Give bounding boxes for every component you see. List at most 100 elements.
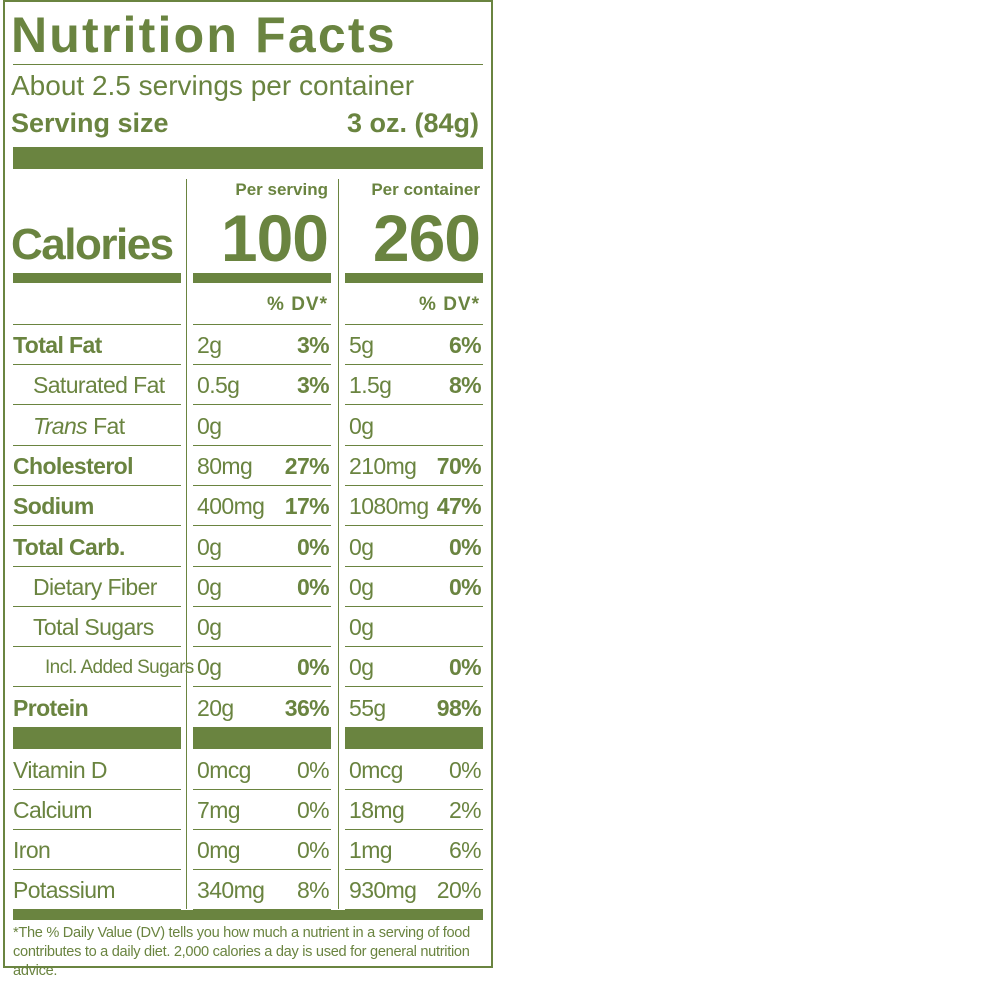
thick-bar [13,147,483,169]
row-cell: 0g [193,406,331,446]
amount: 18mg [349,797,405,823]
row-cell: Saturated Fat [13,365,181,406]
row-cell: 0mg 0% [193,830,331,870]
row-cell: 80mg 27% [193,446,331,486]
amount: 5g [349,332,374,358]
row-cell: 340mg 8% [193,870,331,910]
row-cell: 18mg 2% [345,790,483,830]
row-cell: Calcium [13,790,181,830]
amount: 55g [349,694,386,721]
amount: 80mg [197,452,253,479]
amount: 0g [197,654,222,681]
nutrition-label: Nutrition Facts About 2.5 servings per c… [3,0,493,979]
daily-value: 8% [448,372,482,399]
amount: 0mcg [197,757,251,783]
row-cell: 55g 98% [345,688,483,728]
serving-size-label: Serving size [11,108,169,138]
row-cell: Iron [13,830,181,870]
row-cell: 7mg 0% [193,790,331,830]
serving-size-value: 3 oz. (84g) [346,108,479,138]
nutrient-name: Sodium [13,493,94,520]
row-cell: Incl. Added Sugars [13,647,194,688]
amount: 0g [349,614,374,641]
daily-value: 0% [296,757,330,783]
nutrient-name: Total Fat [13,332,102,358]
daily-value: 27% [284,452,330,479]
row-divider [345,324,483,325]
amount: 0.5g [197,372,240,399]
daily-value: 8% [296,877,330,903]
row-divider [193,324,331,325]
dv-header: % DV* [267,294,328,315]
row-cell: Sodium [13,486,181,527]
amount: 0g [197,412,222,439]
nutrient-name: Trans Fat [33,413,125,440]
row-cell: 0g [345,607,483,648]
calories-label: Calories [11,220,174,269]
daily-value: 0% [296,837,330,863]
row-cell: 0mcg 0% [193,750,331,790]
calories-per-container: 260 [372,201,481,275]
section-bar [193,728,331,749]
nutrient-name: Cholesterol [13,452,134,479]
row-cell: 1080mg 47% [345,486,483,527]
daily-value: 0% [296,573,330,600]
daily-value: 3% [296,372,330,399]
row-cell: Total Fat [13,325,181,365]
nutrient-name: Protein [13,694,89,721]
section-bar [345,728,483,749]
row-cell: Cholesterol [13,446,181,486]
row-cell: 0g 0% [193,647,331,688]
daily-value: 47% [436,493,482,520]
row-cell: 2g 3% [193,325,331,365]
divider [13,64,483,65]
nutrient-name: Vitamin D [13,757,107,783]
calories-bar [345,273,483,283]
row-cell: Protein [13,688,181,728]
daily-value: 98% [436,694,482,721]
daily-value: 6% [448,837,482,863]
calories-per-serving: 100 [220,201,329,275]
daily-value: 0% [448,533,482,560]
daily-value: 70% [436,452,482,479]
daily-value: 3% [296,332,330,358]
amount: 0g [349,533,374,560]
nutrient-name: Dietary Fiber [33,573,157,600]
calories-bar [13,273,181,283]
section-bar [13,728,181,749]
daily-value: 0% [296,797,330,823]
row-cell: Vitamin D [13,750,181,790]
bottom-bar [13,910,483,920]
daily-value: 36% [284,694,330,721]
row-cell: 0g 0% [345,567,483,607]
row-cell: 0g 0% [345,647,483,688]
amount: 0mcg [349,757,403,783]
row-cell: Total Carb. [13,527,181,567]
calories-bar [193,273,331,283]
daily-value: 20% [436,877,482,903]
amount: 0g [349,412,374,439]
row-cell: 0g 0% [193,567,331,607]
per-serving-header: Per serving [235,180,328,199]
nutrient-name: Saturated Fat [33,372,165,399]
amount: 0g [197,573,222,600]
daily-value: 2% [448,797,482,823]
row-cell: 5g 6% [345,325,483,365]
per-container-header: Per container [371,180,480,199]
daily-value: 0% [448,757,482,783]
row-cell: Potassium [13,870,181,910]
amount: 1mg [349,837,393,863]
row-divider [13,324,181,325]
amount: 210mg [349,452,417,479]
row-cell: 1mg 6% [345,830,483,870]
row-cell: 0.5g 3% [193,365,331,406]
servings: About 2.5 servings per container [11,70,415,101]
row-cell: 400mg 17% [193,486,331,527]
amount: 2g [197,332,222,358]
nutrient-name-rest: Fat [93,412,125,439]
nutrient-name: Iron [13,837,51,863]
title: Nutrition Facts [11,7,397,63]
row-cell: 0g [345,406,483,446]
amount: 0g [197,533,222,560]
daily-value: 0% [448,654,482,681]
